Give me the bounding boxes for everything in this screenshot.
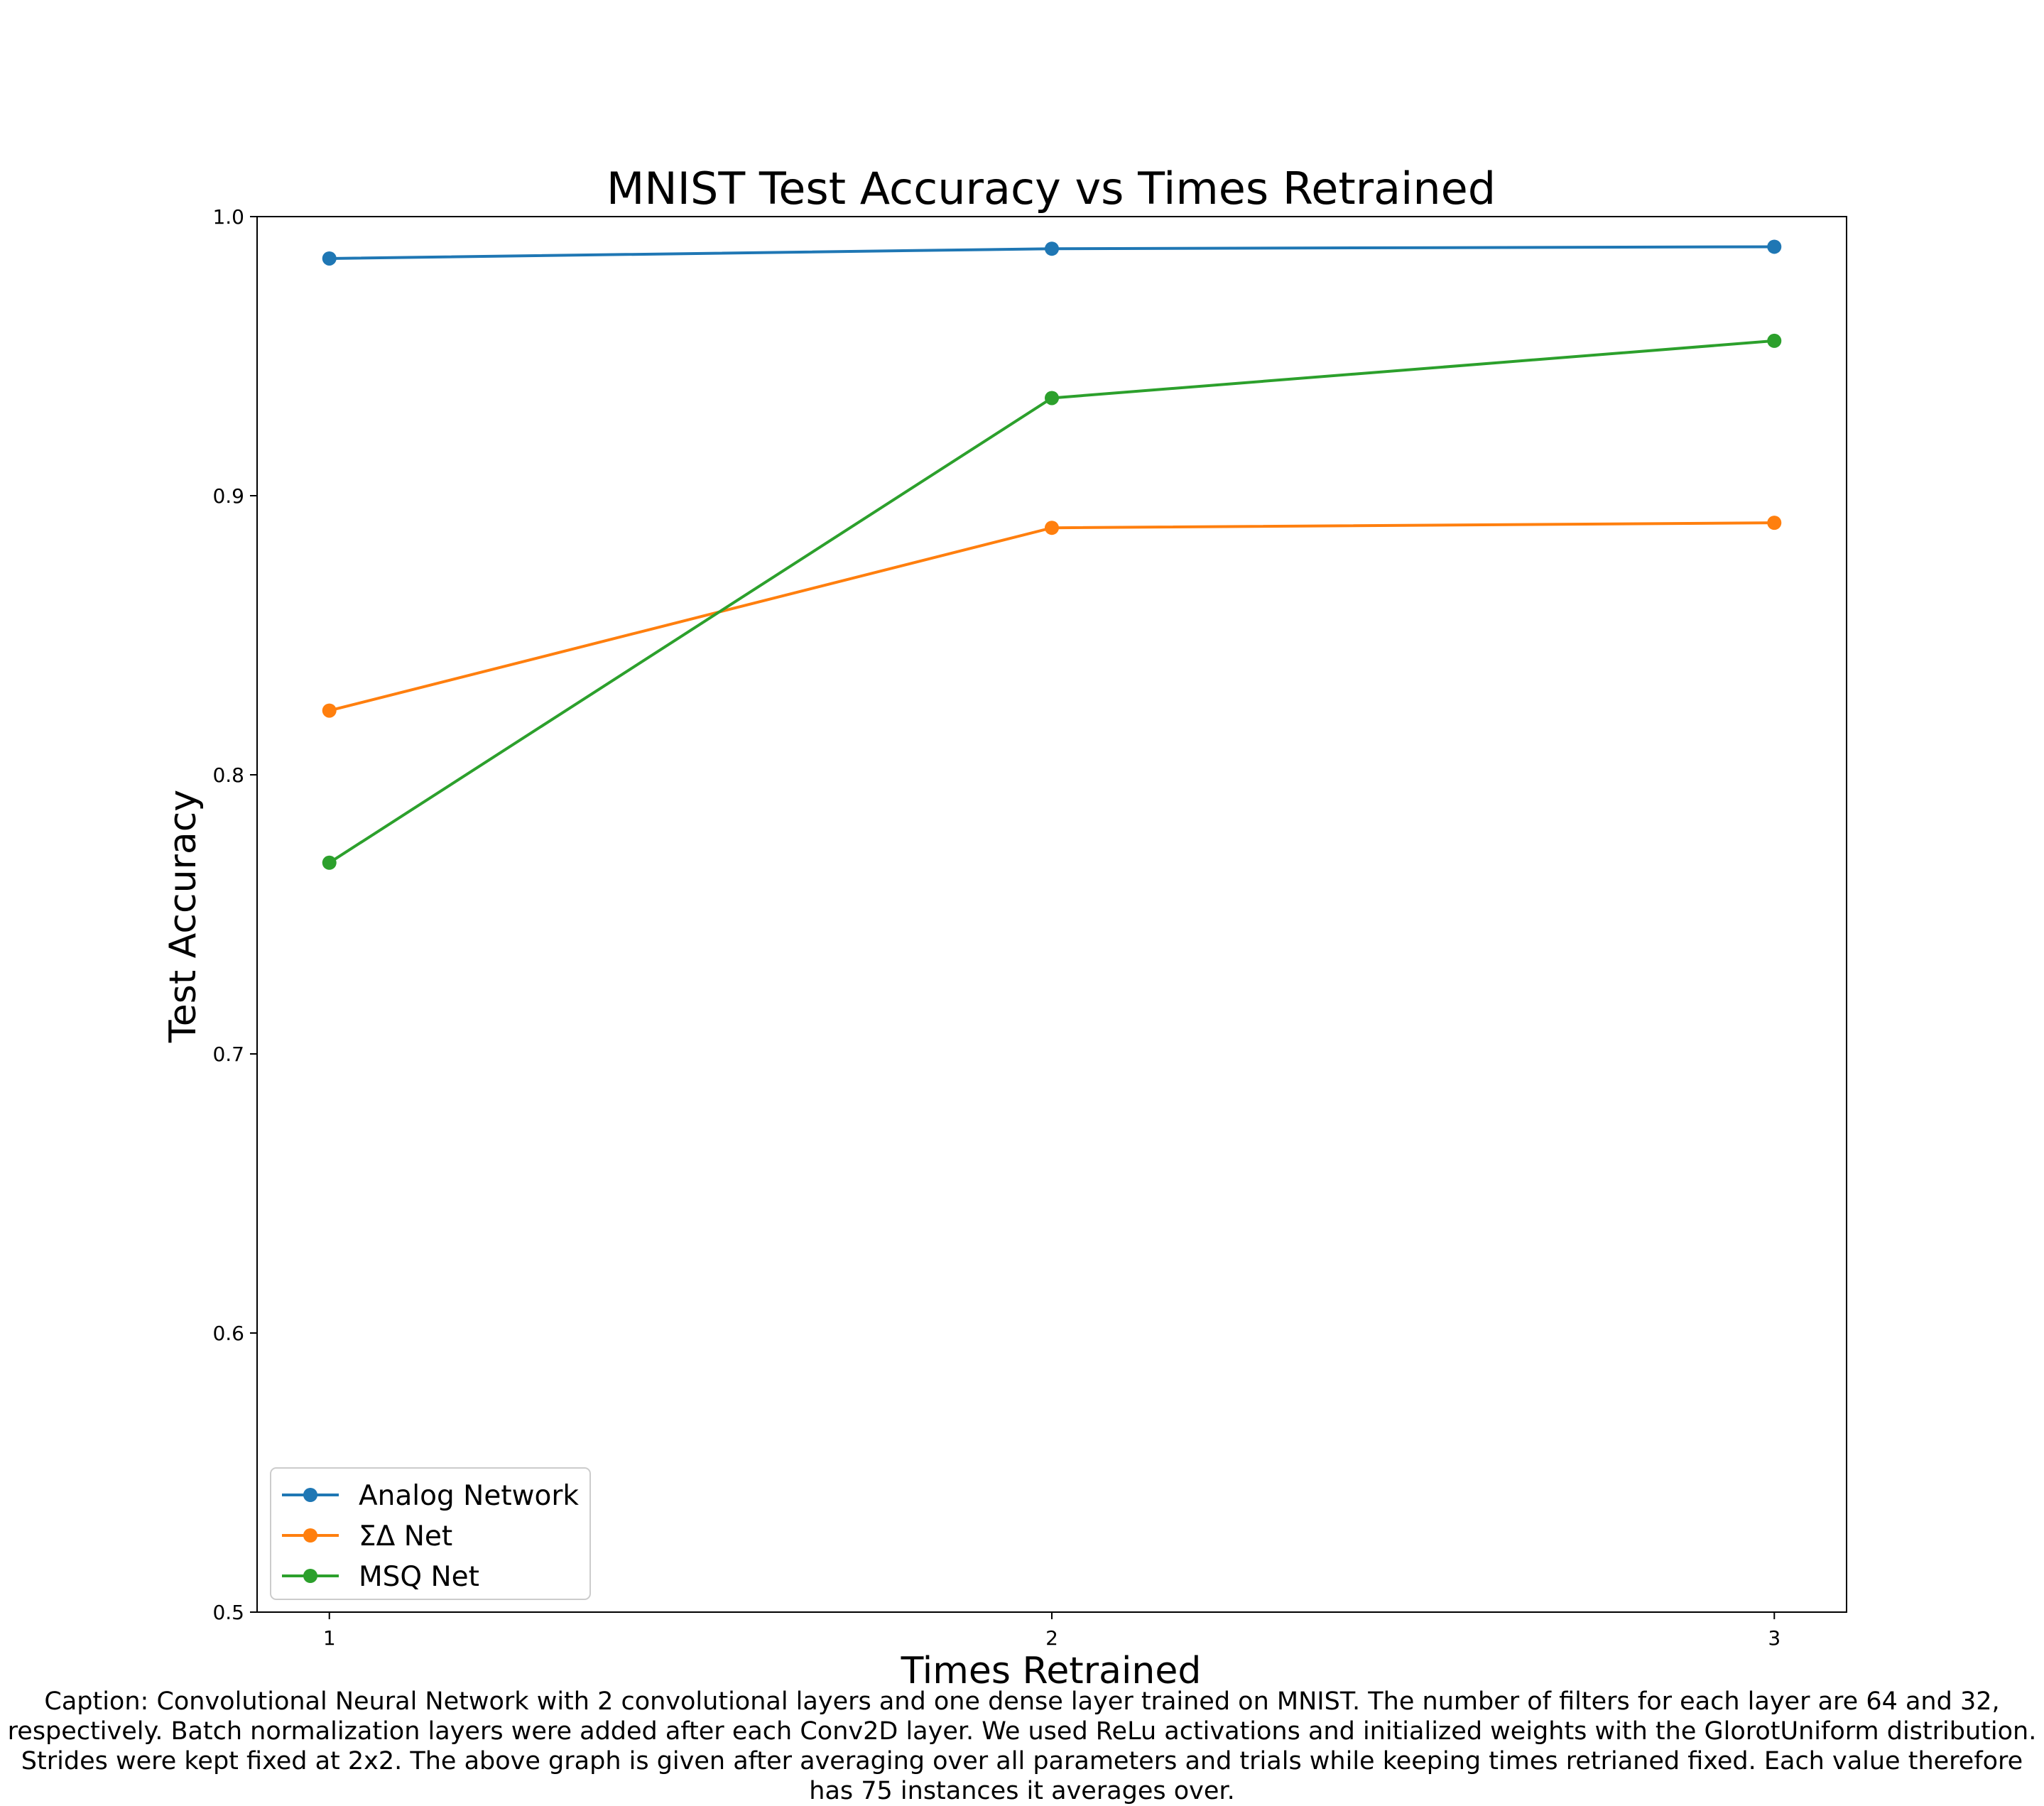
series-3-point	[322, 855, 337, 870]
x-tick-label: 3	[1768, 1626, 1781, 1650]
legend-swatch-marker	[303, 1569, 317, 1583]
x-axis: 1 2 3	[323, 1612, 1781, 1650]
y-axis: 0.5 0.6 0.7 0.8 0.9 1.0	[212, 205, 257, 1624]
legend-label: ΣΔ Net	[359, 1521, 452, 1552]
x-axis-label: Times Retrained	[901, 1650, 1202, 1692]
axes-frame	[256, 216, 1847, 1613]
figure-caption: Caption: Convolutional Neural Network wi…	[7, 1687, 2037, 1805]
y-tick-label: 0.7	[212, 1043, 244, 1066]
series-2-line	[329, 521, 1775, 712]
series-1-point	[1767, 239, 1782, 254]
chart-title: MNIST Test Accuracy vs Times Retrained	[607, 163, 1496, 214]
plot-area	[256, 216, 1847, 1613]
y-tick-label: 0.9	[212, 484, 244, 508]
y-tick-label: 0.8	[212, 763, 244, 787]
series-3-point	[1045, 391, 1059, 406]
series-2-point	[1045, 521, 1059, 535]
y-tick-label: 1.0	[212, 205, 244, 229]
legend-label: MSQ Net	[359, 1561, 479, 1593]
series-2-point	[322, 703, 337, 718]
y-tick-label: 0.5	[212, 1601, 244, 1624]
legend-swatch-marker	[303, 1488, 317, 1502]
x-tick-label: 1	[323, 1626, 336, 1650]
y-axis-label: Test Accuracy	[162, 790, 205, 1043]
series-1-point	[322, 251, 337, 266]
legend-swatch-marker	[303, 1528, 317, 1543]
legend-label: Analog Network	[359, 1480, 579, 1512]
legend: Analog Network ΣΔ Net MSQ Net	[270, 1467, 591, 1600]
series-3-line	[328, 339, 1775, 864]
series-layer	[322, 239, 1782, 870]
legend-box	[270, 1467, 591, 1600]
series-2-point	[1767, 516, 1782, 531]
x-tick-label: 2	[1045, 1626, 1058, 1650]
y-tick-label: 0.6	[212, 1322, 244, 1345]
series-1-point	[1045, 241, 1059, 256]
series-3-point	[1767, 333, 1782, 348]
